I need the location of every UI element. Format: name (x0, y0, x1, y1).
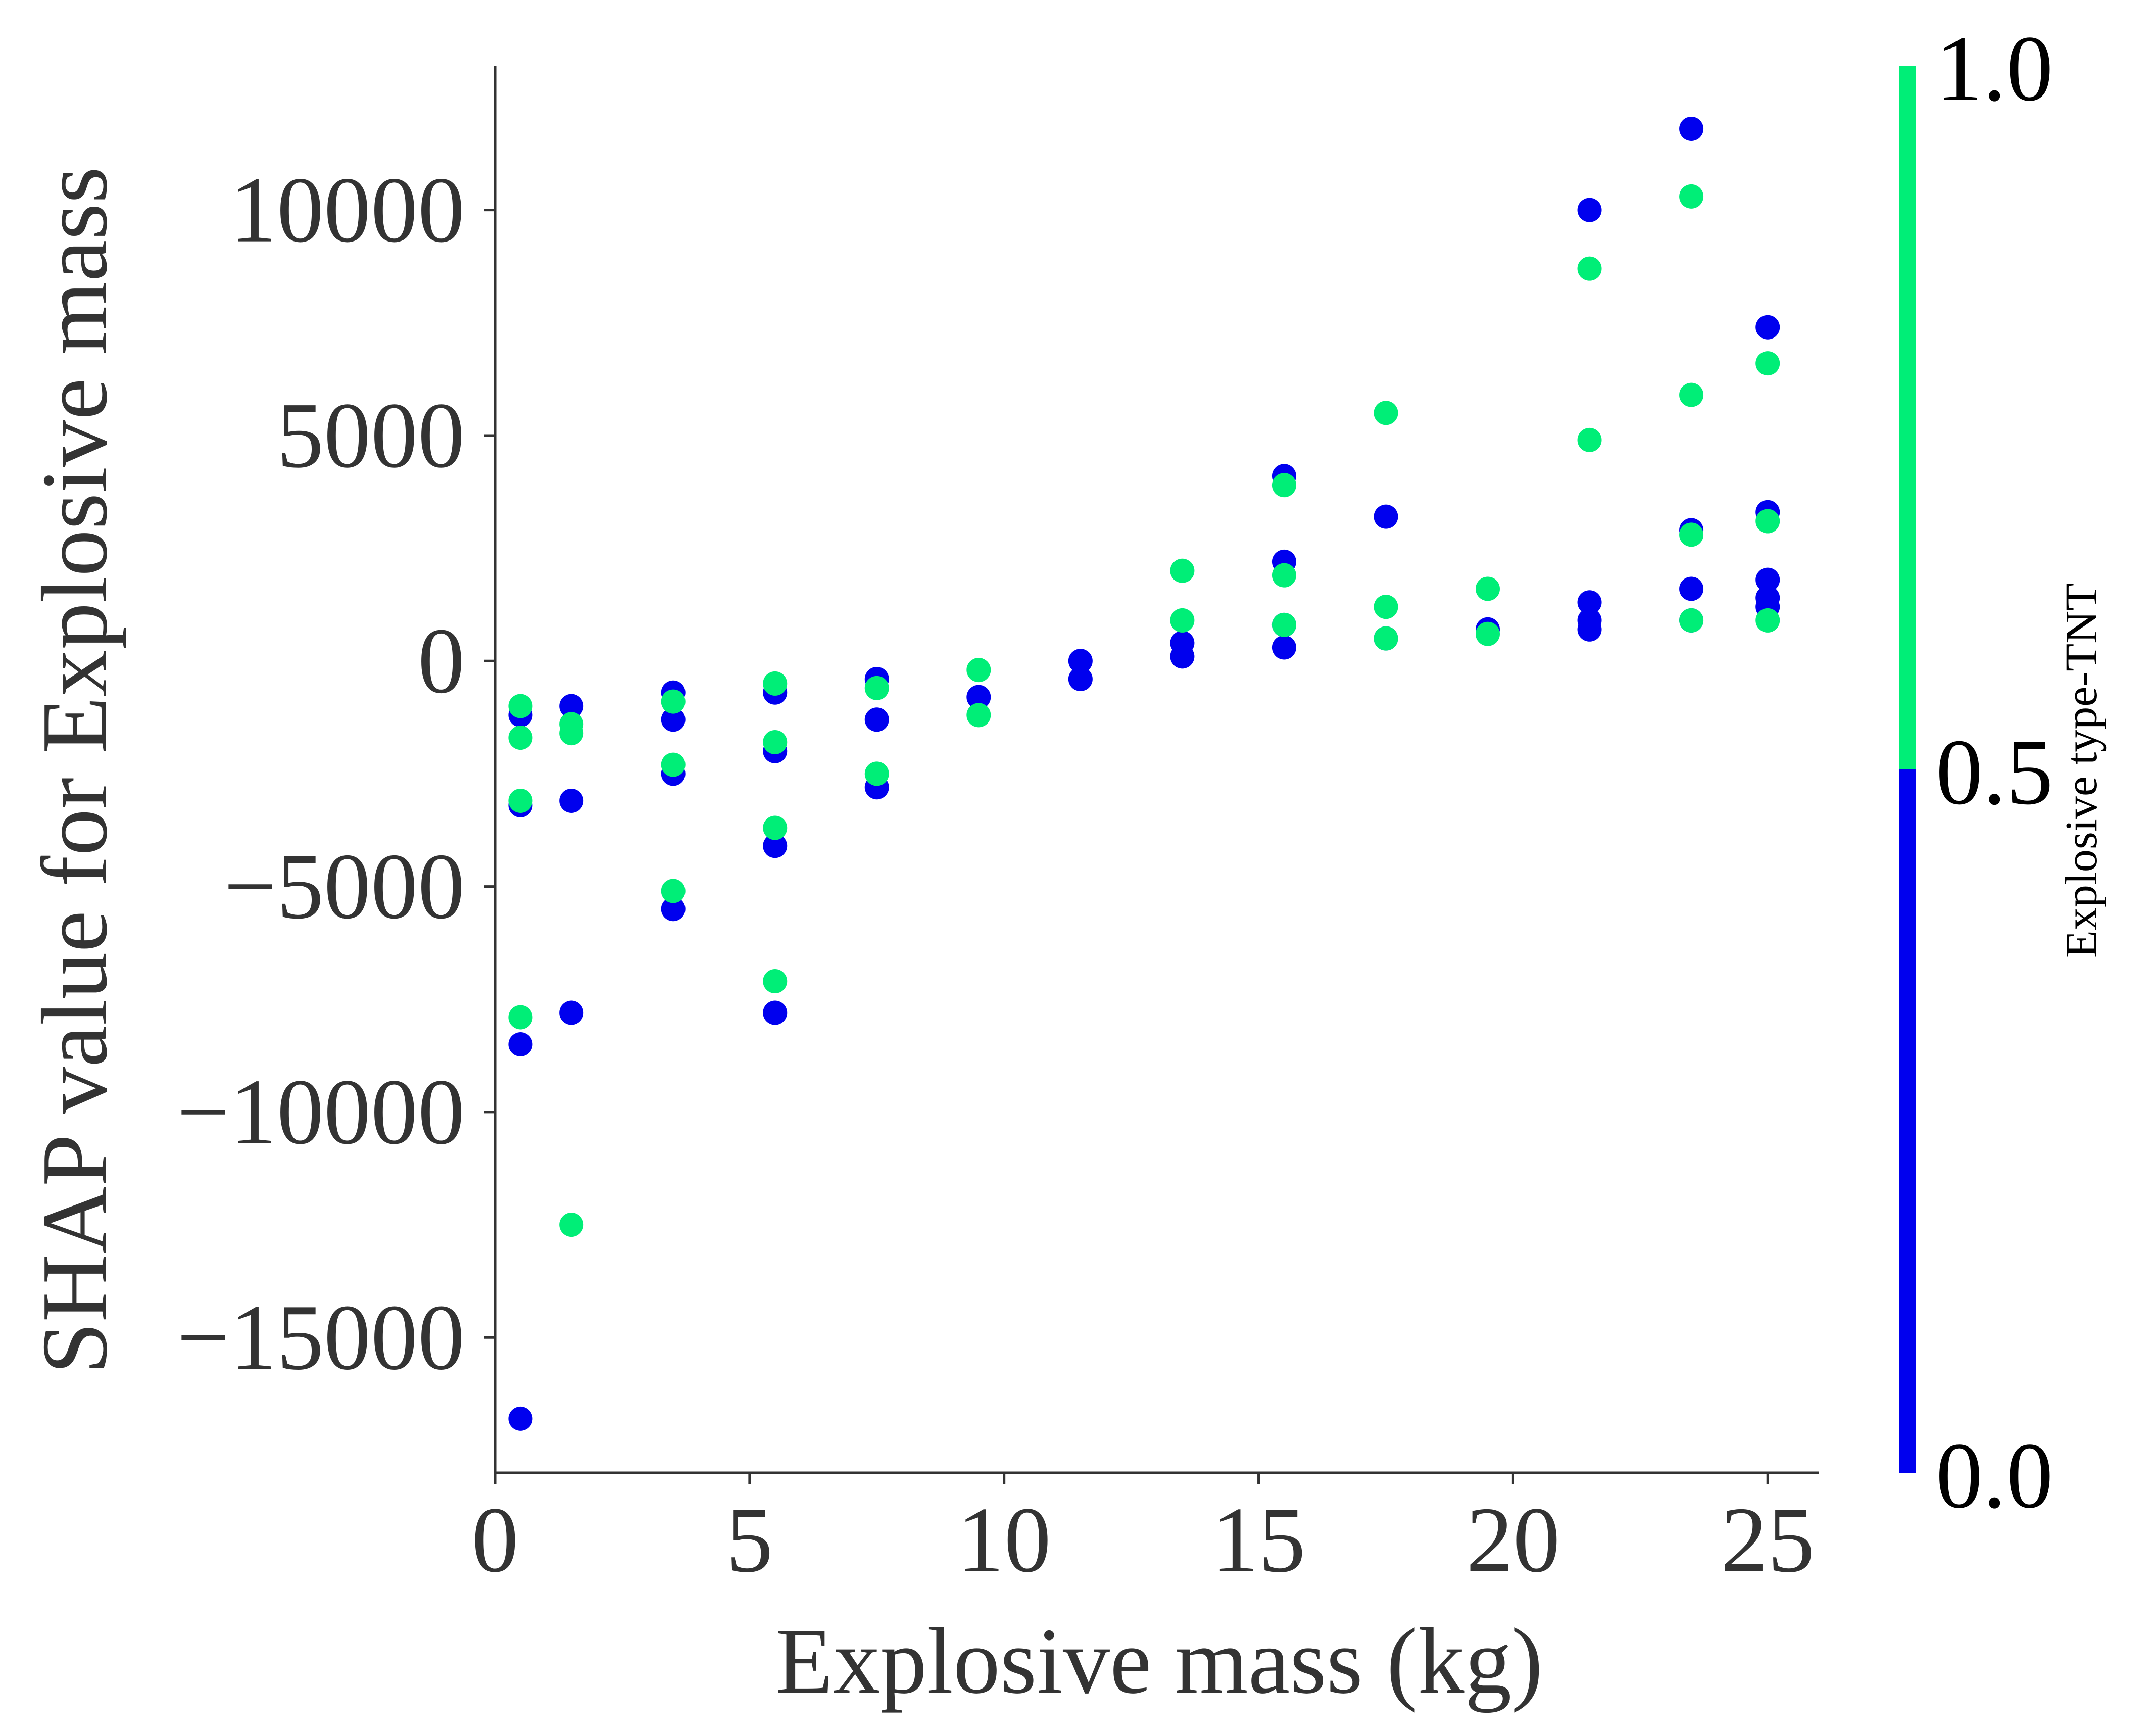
point-tnt (661, 689, 686, 714)
point-non-tnt (966, 685, 991, 709)
x-tick-label: 15 (1212, 1488, 1306, 1592)
point-non-tnt (508, 1032, 533, 1057)
point-non-tnt (1068, 649, 1093, 673)
point-tnt (661, 879, 686, 903)
y-tick-label: −15000 (177, 1285, 465, 1389)
point-non-tnt (661, 707, 686, 732)
point-tnt (1679, 522, 1704, 547)
point-non-tnt (1170, 631, 1195, 655)
point-non-tnt (763, 834, 788, 858)
point-tnt (559, 1213, 584, 1237)
point-non-tnt (559, 1000, 584, 1025)
point-tnt (508, 1005, 533, 1030)
point-tnt (1374, 401, 1398, 425)
point-non-tnt (763, 1000, 788, 1025)
point-tnt (508, 694, 533, 718)
point-tnt (1577, 427, 1602, 452)
point-non-tnt (559, 788, 584, 813)
point-non-tnt (864, 707, 889, 732)
point-tnt (763, 671, 788, 696)
point-tnt (1170, 608, 1195, 633)
y-tick-label: 10000 (230, 158, 465, 262)
data-points (508, 116, 1780, 1431)
x-tick-label: 25 (1721, 1488, 1815, 1592)
x-tick-label: 5 (726, 1488, 773, 1592)
point-tnt (864, 676, 889, 700)
point-tnt (508, 788, 533, 813)
point-tnt (1577, 256, 1602, 281)
colorbar-tick-label: 1.0 (1936, 17, 2053, 121)
x-tick-label: 20 (1466, 1488, 1560, 1592)
point-non-tnt (1755, 315, 1780, 340)
point-non-tnt (1577, 198, 1602, 222)
colorbar-tick-label: 0.0 (1936, 1424, 2053, 1528)
point-tnt (508, 726, 533, 750)
point-non-tnt (1679, 576, 1704, 601)
point-tnt (1679, 608, 1704, 633)
point-non-tnt (1577, 590, 1602, 615)
point-non-tnt (1755, 586, 1780, 610)
point-tnt (1170, 558, 1195, 583)
point-non-tnt (508, 1406, 533, 1431)
point-non-tnt (559, 694, 584, 718)
colorbar-ticks: 0.0 0.5 1.0 (1936, 17, 2053, 1528)
point-non-tnt (1577, 608, 1602, 633)
point-tnt (1755, 608, 1780, 633)
point-tnt (763, 969, 788, 994)
point-tnt (1271, 473, 1296, 498)
colorbar-tick-label: 0.5 (1936, 720, 2053, 825)
x-tick-label: 10 (957, 1488, 1051, 1592)
point-tnt (1679, 184, 1704, 209)
point-tnt (559, 721, 584, 746)
point-tnt (1679, 382, 1704, 407)
point-tnt (966, 658, 991, 683)
point-tnt (966, 703, 991, 728)
point-non-tnt (1679, 116, 1704, 141)
point-non-tnt (1755, 567, 1780, 592)
y-tick-label: 5000 (277, 383, 465, 488)
y-tick-label: −5000 (224, 835, 465, 939)
point-tnt (1271, 612, 1296, 637)
point-tnt (864, 761, 889, 786)
colorbar-high-segment (1899, 66, 1916, 769)
point-non-tnt (1271, 635, 1296, 660)
point-non-tnt (1374, 504, 1398, 529)
point-tnt (1374, 626, 1398, 651)
point-tnt (1755, 509, 1780, 534)
point-tnt (763, 730, 788, 754)
point-tnt (763, 815, 788, 840)
y-axis-ticks: 10000 5000 0 −5000 −10000 −15000 (177, 158, 495, 1389)
point-tnt (1476, 621, 1500, 646)
point-tnt (1755, 351, 1780, 376)
x-axis-ticks: 0 5 10 15 20 25 (472, 1473, 1815, 1592)
colorbar-title: Explosive type-TNT (2057, 583, 2107, 958)
point-non-tnt (661, 897, 686, 922)
y-tick-label: 0 (418, 609, 465, 713)
x-axis-title: Explosive mass (kg) (776, 1609, 1543, 1713)
point-tnt (1374, 595, 1398, 619)
x-tick-label: 0 (472, 1488, 519, 1592)
point-tnt (661, 752, 686, 777)
colorbar-low-segment (1899, 769, 1916, 1473)
colorbar: 0.0 0.5 1.0 Explosive type-TNT (1899, 17, 2107, 1528)
point-tnt (1476, 576, 1500, 601)
point-non-tnt (1068, 666, 1093, 691)
point-tnt (1271, 563, 1296, 588)
plot-area: 10000 5000 0 −5000 −10000 −15000 0 5 10 15 20 25 (177, 66, 1819, 1592)
y-axis-title: SHAP value for Explosive mass (23, 167, 127, 1374)
y-tick-label: −10000 (177, 1060, 465, 1164)
